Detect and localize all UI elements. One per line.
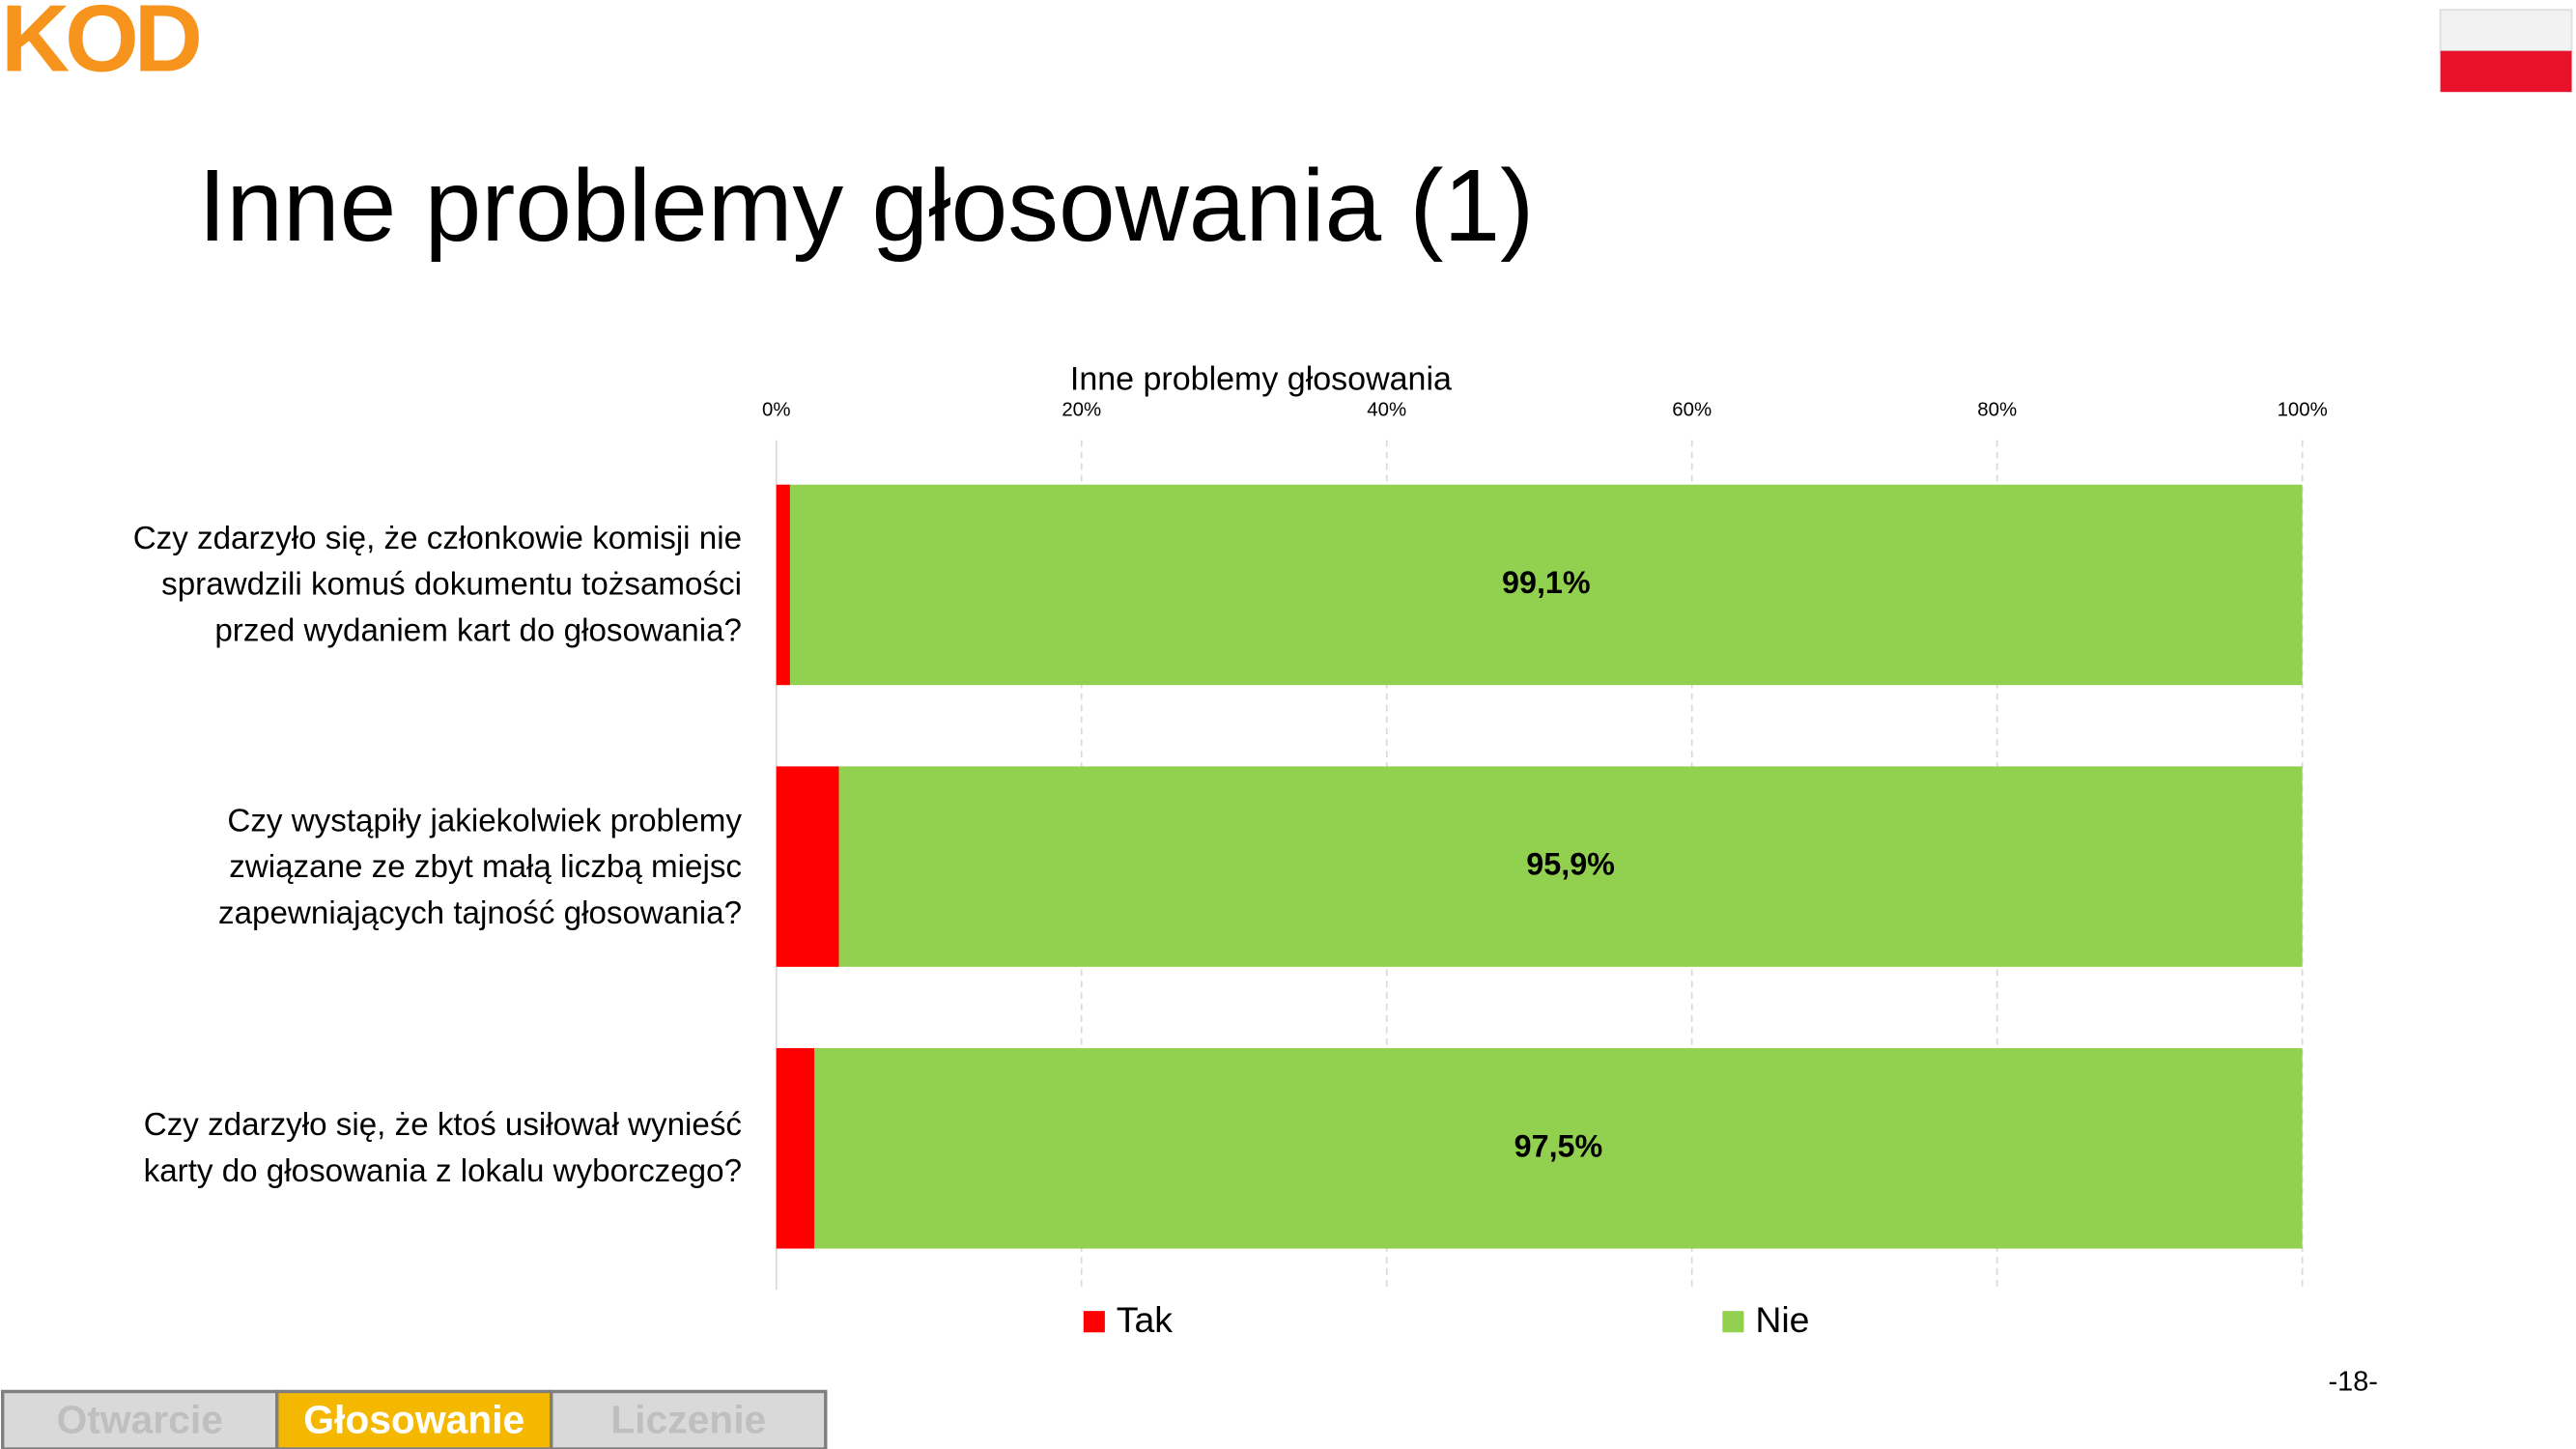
x-tick-label: 40% (1367, 400, 1406, 421)
x-tick-label: 20% (1062, 400, 1101, 421)
tab (275, 1389, 553, 1449)
bar-segment (838, 766, 2303, 967)
x-tick-label: 100% (2278, 400, 2328, 421)
legend-label: Nie (1755, 1299, 1809, 1340)
slide-title: Inne problemy głosowania (1) (198, 150, 1534, 263)
category-label: Czy zdarzyło się, że ktoś usiłował wynie… (143, 1107, 743, 1190)
category-label: Czy zdarzyło się, że członkowie komisji … (132, 521, 743, 649)
x-tick-label: 0% (762, 400, 790, 421)
legend-swatch (1083, 1311, 1105, 1333)
category-text: Czy zdarzyło się, że ktoś usiłował wynie… (143, 1107, 743, 1190)
category-label: Czy wystąpiły jakiekolwiek problemy zwią… (218, 802, 743, 931)
page-number: -18- (2328, 1367, 2377, 1398)
bar-segment (814, 1048, 2303, 1249)
x-tick-label: 60% (1672, 400, 1712, 421)
data-label: 99,1% (1502, 565, 1591, 600)
category-text: Czy zdarzyło się, że członkowie komisji … (132, 521, 743, 649)
tab-label: Otwarcie (57, 1398, 223, 1442)
tab-label: Głosowanie (303, 1398, 524, 1442)
data-label: 97,5% (1514, 1128, 1603, 1163)
logo: KOD (1, 0, 200, 92)
legend-swatch (1722, 1311, 1744, 1333)
x-tick-label: 80% (1977, 400, 2017, 421)
category-text: Czy wystąpiły jakiekolwiek problemy zwią… (218, 802, 743, 931)
bar-segment (776, 1048, 815, 1249)
tab (1, 1389, 279, 1449)
tab (550, 1389, 828, 1449)
chart-title: Inne problemy głosowania (1070, 361, 1452, 398)
legend-label: Tak (1117, 1299, 1174, 1340)
bar-segment (776, 766, 839, 967)
bar-segment (776, 484, 790, 686)
flag (2439, 9, 2573, 93)
bar-segment (789, 484, 2303, 686)
tab-label: Liczenie (610, 1398, 766, 1442)
data-label: 95,9% (1526, 847, 1615, 882)
